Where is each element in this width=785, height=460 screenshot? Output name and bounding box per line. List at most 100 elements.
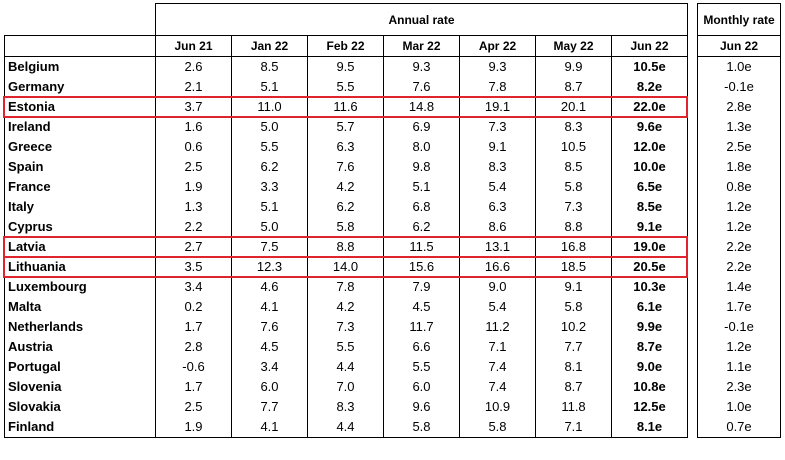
value-cell: 10.2 [535,317,612,337]
value-cell: 8.5 [535,157,612,177]
monthly-value-cell: 2.3e [697,377,781,397]
value-cell: 5.1 [383,177,460,197]
monthly-value-cell: -0.1e [697,77,781,97]
value-cell: 9.9 [535,56,612,77]
table-row: Cyprus 2.2 5.0 5.8 6.2 8.6 8.8 9.1e [4,217,688,237]
country-cell: Austria [4,337,156,357]
value-cell: 6.5e [611,177,688,197]
value-cell: 4.1 [231,417,308,438]
value-cell: 5.5 [307,77,384,97]
value-cell: 5.8 [535,297,612,317]
value-cell: 11.5 [383,237,460,257]
value-cell: 7.6 [231,317,308,337]
value-cell: 8.7e [611,337,688,357]
monthly-value-cell: 2.2e [697,257,781,277]
value-cell: 6.3 [459,197,536,217]
value-cell: 7.0 [307,377,384,397]
value-cell: 5.8 [535,177,612,197]
value-cell: 15.6 [383,257,460,277]
monthly-row: 1.2e [697,217,781,237]
value-cell: 16.6 [459,257,536,277]
value-cell: 3.3 [231,177,308,197]
monthly-row: 2.3e [697,377,781,397]
value-cell: 7.4 [459,357,536,377]
country-cell: Slovenia [4,377,156,397]
monthly-row: 0.7e [697,417,781,438]
monthly-value-cell: 2.8e [697,97,781,117]
value-cell: 7.4 [459,377,536,397]
table-row: Germany 2.1 5.1 5.5 7.6 7.8 8.7 8.2e [4,77,688,97]
value-cell: 8.3 [459,157,536,177]
monthly-value-cell: 1.3e [697,117,781,137]
monthly-row: 1.2e [697,197,781,217]
column-header: Jun 21 [155,35,232,57]
value-cell: 10.8e [611,377,688,397]
value-cell: 12.3 [231,257,308,277]
value-cell: 14.0 [307,257,384,277]
country-cell: Netherlands [4,317,156,337]
monthly-value-cell: 1.4e [697,277,781,297]
value-cell: 7.3 [459,117,536,137]
value-cell: 7.8 [307,277,384,297]
value-cell: 6.0 [383,377,460,397]
value-cell: 6.9 [383,117,460,137]
monthly-row: 1.0e [697,397,781,417]
value-cell: 7.1 [535,417,612,438]
column-header-row: Jun 21 Jan 22 Feb 22 Mar 22 Apr 22 May 22 Jun … [4,35,688,57]
monthly-value-cell: 1.2e [697,337,781,357]
value-cell: 10.3e [611,277,688,297]
column-header: May 22 [535,35,612,57]
value-cell: 1.7 [155,317,232,337]
monthly-row: 2.8e [697,97,781,117]
monthly-value-cell: 1.0e [697,397,781,417]
value-cell: 6.8 [383,197,460,217]
value-cell: 5.1 [231,197,308,217]
value-cell: 9.1e [611,217,688,237]
monthly-row: 2.5e [697,137,781,157]
column-header: Mar 22 [383,35,460,57]
value-cell: 6.2 [383,217,460,237]
value-cell: 5.4 [459,297,536,317]
monthly-value-cell: 1.0e [697,56,781,77]
value-cell: 11.0 [231,97,308,117]
value-cell: 4.5 [231,337,308,357]
table-row: Netherlands 1.7 7.6 7.3 11.7 11.2 10.2 9.9e [4,317,688,337]
value-cell: 9.8 [383,157,460,177]
value-cell: 20.5e [611,257,688,277]
monthly-value-cell: 2.2e [697,237,781,257]
value-cell: 18.5 [535,257,612,277]
table-row: Finland 1.9 4.1 4.4 5.8 5.8 7.1 8.1e [4,417,688,438]
country-cell: Cyprus [4,217,156,237]
value-cell: 9.0e [611,357,688,377]
value-cell: 16.8 [535,237,612,257]
monthly-rate-header: Monthly rate [697,3,781,36]
value-cell: 22.0e [611,97,688,117]
annual-rate-header: Annual rate [155,3,688,36]
value-cell: 10.9 [459,397,536,417]
monthly-value-cell: 1.8e [697,157,781,177]
value-cell: 4.5 [383,297,460,317]
value-cell: 8.0 [383,137,460,157]
value-cell: 7.7 [231,397,308,417]
country-cell: Greece [4,137,156,157]
value-cell: 2.1 [155,77,232,97]
value-cell: 8.5e [611,197,688,217]
table-row: Belgium 2.6 8.5 9.5 9.3 9.3 9.9 10.5e [4,56,688,77]
table-row: Ireland 1.6 5.0 5.7 6.9 7.3 8.3 9.6e [4,117,688,137]
value-cell: 1.6 [155,117,232,137]
value-cell: 5.7 [307,117,384,137]
value-cell: 8.2e [611,77,688,97]
country-cell: Germany [4,77,156,97]
value-cell: 7.3 [307,317,384,337]
country-cell: Slovakia [4,397,156,417]
monthly-row: 1.8e [697,157,781,177]
value-cell: 9.1 [535,277,612,297]
value-cell: 6.2 [307,197,384,217]
value-cell: 7.6 [383,77,460,97]
value-cell: 8.8 [307,237,384,257]
monthly-row: 1.3e [697,117,781,137]
monthly-value-cell: 1.2e [697,217,781,237]
value-cell: -0.6 [155,357,232,377]
value-cell: 8.3 [307,397,384,417]
value-cell: 7.3 [535,197,612,217]
